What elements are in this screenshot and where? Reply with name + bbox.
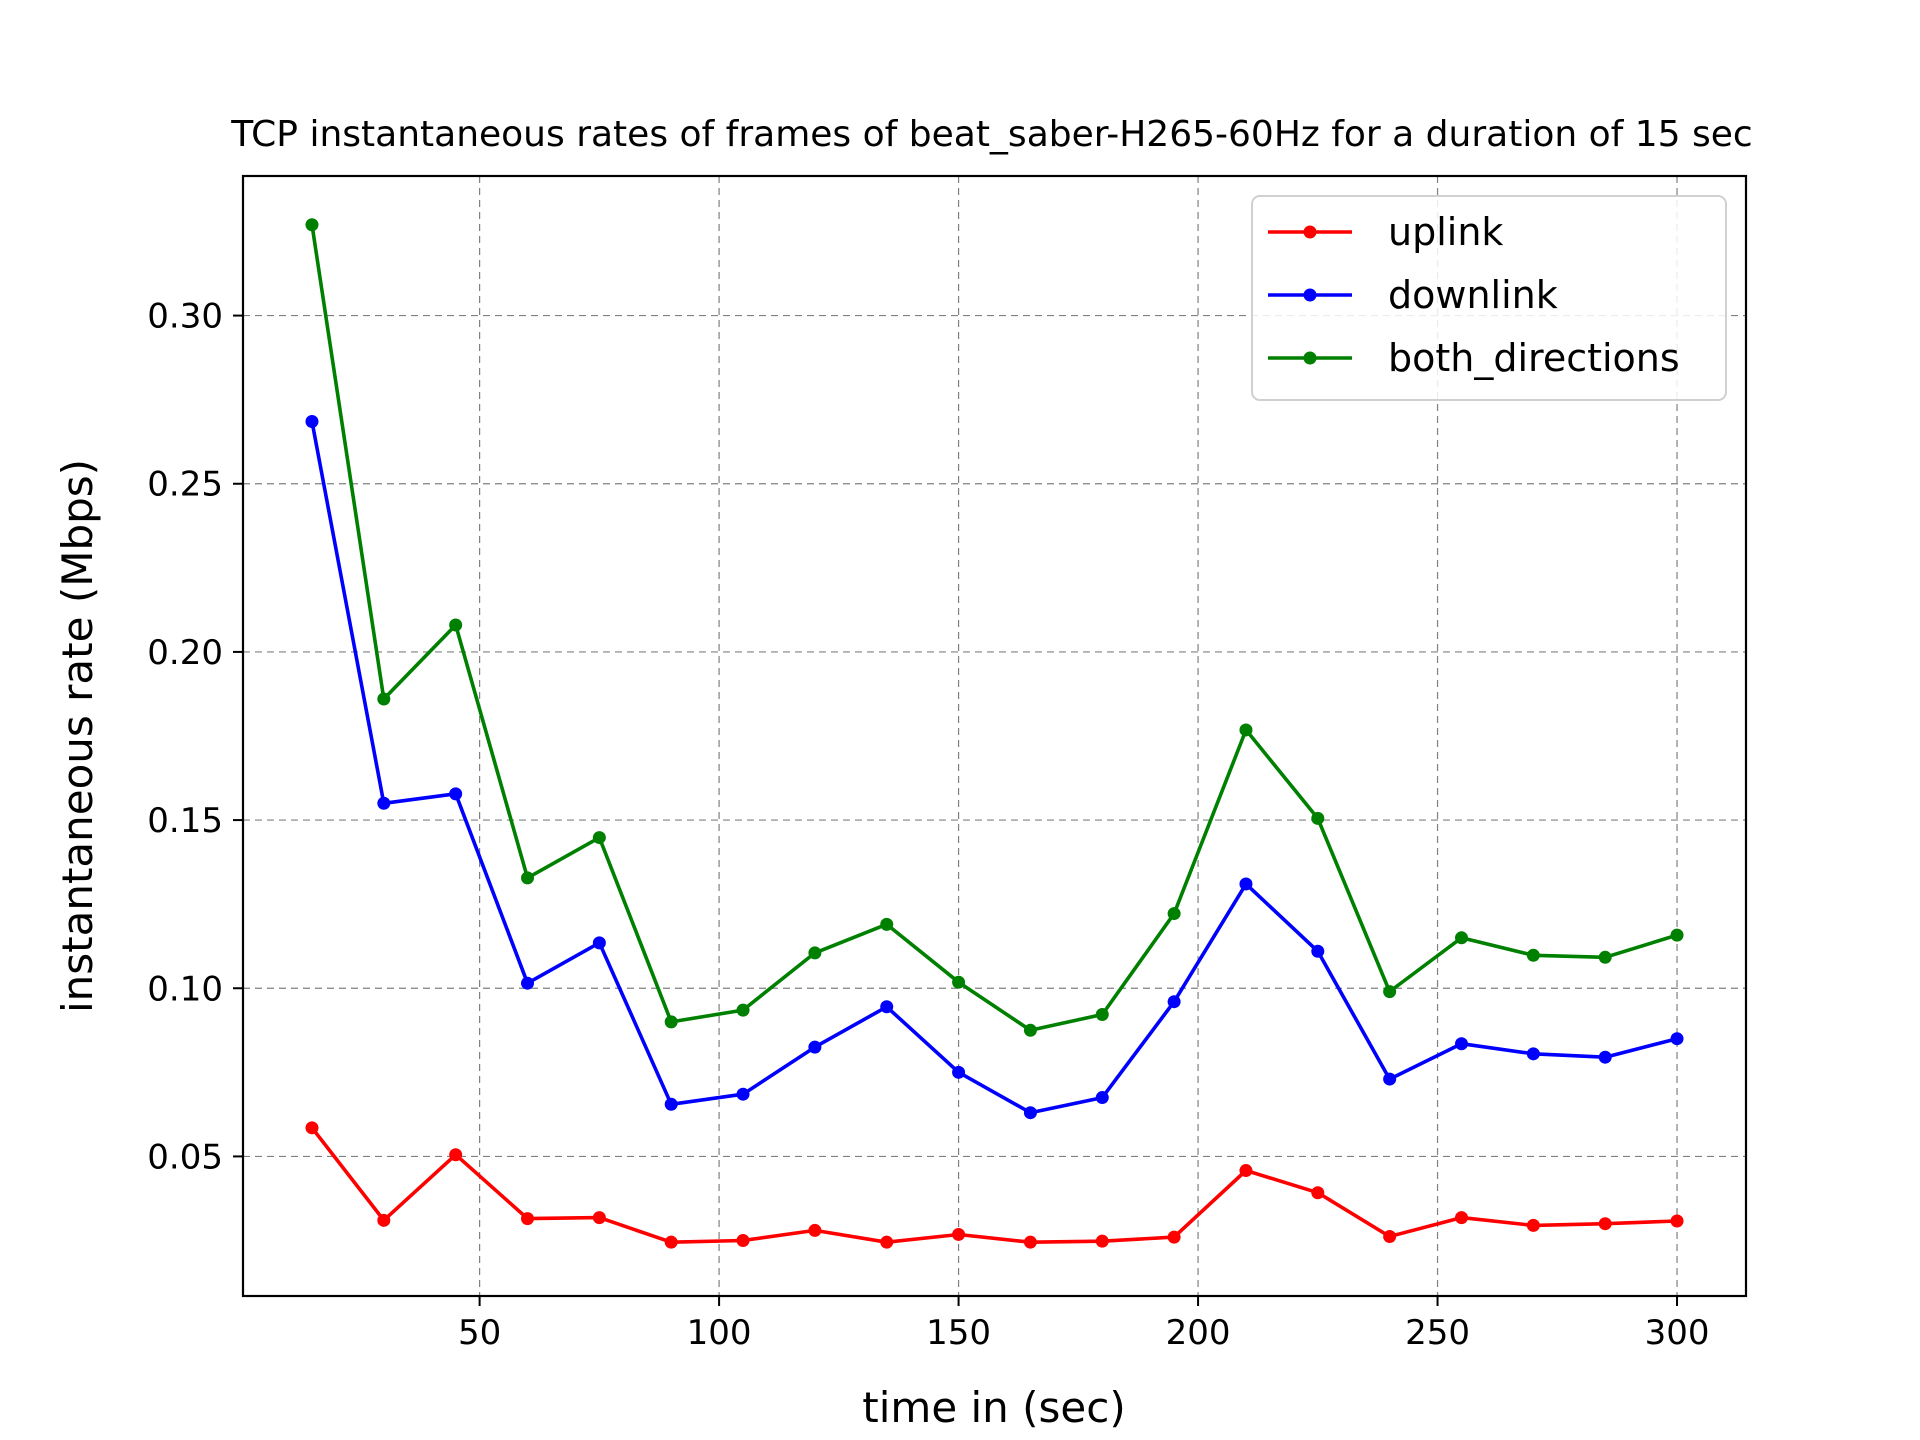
data-point	[449, 618, 463, 632]
data-point	[1383, 1229, 1397, 1243]
data-point	[521, 871, 535, 885]
data-point	[1167, 1230, 1181, 1244]
data-point	[1383, 1072, 1397, 1086]
data-point	[664, 1235, 678, 1249]
data-point	[1454, 1211, 1468, 1225]
data-point	[1598, 1217, 1612, 1231]
legend-items: uplink downlink both_directions	[1268, 210, 1680, 380]
data-point	[1095, 1091, 1109, 1105]
legend-label: downlink	[1388, 273, 1558, 317]
data-point	[305, 415, 319, 429]
series-layer	[305, 218, 1684, 1249]
y-axis-label: instantaneous rate (Mbps)	[53, 459, 102, 1013]
series-line	[310, 1126, 1679, 1244]
data-point	[880, 1235, 894, 1249]
data-point	[449, 1148, 463, 1162]
data-point	[664, 1097, 678, 1111]
data-point	[592, 936, 606, 950]
data-point	[1239, 1164, 1253, 1178]
axis-ticks: 50 100 150 200 250 300 0.05 0.10 0.15 0.20 0.25 0.3…	[147, 297, 1709, 1353]
legend-box	[1251, 195, 1727, 401]
data-point	[808, 1223, 822, 1237]
legend-item-both-directions: both_directions	[1268, 336, 1680, 380]
data-point	[592, 831, 606, 845]
x-tick-label: 250	[1405, 1313, 1470, 1353]
y-tick-label: 0.10	[147, 969, 223, 1009]
y-tick-label: 0.20	[147, 633, 223, 673]
legend-item-uplink: uplink	[1268, 210, 1503, 254]
chart-title: TCP instantaneous rates of frames of bea…	[230, 114, 1752, 155]
data-point	[736, 1003, 750, 1017]
data-point	[1023, 1106, 1037, 1120]
data-point	[880, 917, 894, 931]
data-point	[521, 1212, 535, 1226]
data-point	[1526, 948, 1540, 962]
legend-swatch-marker	[1303, 225, 1317, 239]
data-point	[808, 1040, 822, 1054]
data-point	[1670, 1214, 1684, 1228]
data-point	[952, 1065, 966, 1079]
data-point	[1167, 995, 1181, 1009]
data-point	[1598, 1050, 1612, 1064]
y-tick-label: 0.25	[147, 465, 223, 505]
data-point	[1239, 723, 1253, 737]
data-point	[952, 975, 966, 989]
data-point	[664, 1015, 678, 1029]
series-line	[310, 223, 1679, 1033]
legend-item-downlink: downlink	[1268, 273, 1558, 317]
data-point	[1311, 944, 1325, 958]
data-point	[592, 1211, 606, 1225]
x-tick-label: 300	[1645, 1313, 1710, 1353]
legend-swatch-marker	[1303, 351, 1317, 365]
data-point	[377, 1213, 391, 1227]
series-both-directions	[305, 218, 1684, 1037]
data-point	[1023, 1023, 1037, 1037]
data-point	[736, 1234, 750, 1248]
data-point	[1383, 985, 1397, 999]
data-point	[1526, 1218, 1540, 1232]
data-point	[736, 1087, 750, 1101]
data-point	[1095, 1007, 1109, 1021]
data-point	[1167, 907, 1181, 921]
x-tick-label: 100	[687, 1313, 752, 1353]
data-point	[1454, 1037, 1468, 1051]
data-point	[305, 1121, 319, 1135]
data-point	[305, 218, 319, 232]
data-point	[1095, 1234, 1109, 1248]
legend-label: uplink	[1388, 210, 1503, 254]
data-point	[1670, 928, 1684, 942]
data-point	[1023, 1235, 1037, 1249]
legend-swatch-marker	[1303, 288, 1317, 302]
x-tick-label: 50	[458, 1313, 501, 1353]
x-tick-label: 150	[926, 1313, 991, 1353]
data-point	[377, 692, 391, 706]
series-downlink	[305, 415, 1684, 1120]
data-point	[1311, 1186, 1325, 1200]
data-point	[808, 946, 822, 960]
series-uplink	[305, 1121, 1684, 1249]
data-point	[521, 976, 535, 990]
legend: uplink downlink both_directions	[1251, 195, 1727, 401]
series-line	[310, 419, 1679, 1115]
data-point	[1239, 877, 1253, 891]
y-tick-label: 0.15	[147, 801, 223, 841]
data-point	[1526, 1047, 1540, 1061]
data-point	[952, 1227, 966, 1241]
legend-label: both_directions	[1388, 336, 1680, 380]
y-tick-label: 0.30	[147, 297, 223, 337]
x-tick-label: 200	[1166, 1313, 1231, 1353]
plot-area-frame	[241, 174, 1748, 1298]
data-point	[1454, 931, 1468, 945]
data-point	[449, 787, 463, 801]
data-point	[1670, 1032, 1684, 1046]
y-tick-label: 0.05	[147, 1137, 223, 1177]
data-point	[1598, 950, 1612, 964]
data-point	[880, 1000, 894, 1014]
data-point	[377, 796, 391, 810]
data-point	[1311, 811, 1325, 825]
x-axis-label: time in (sec)	[862, 1383, 1125, 1432]
